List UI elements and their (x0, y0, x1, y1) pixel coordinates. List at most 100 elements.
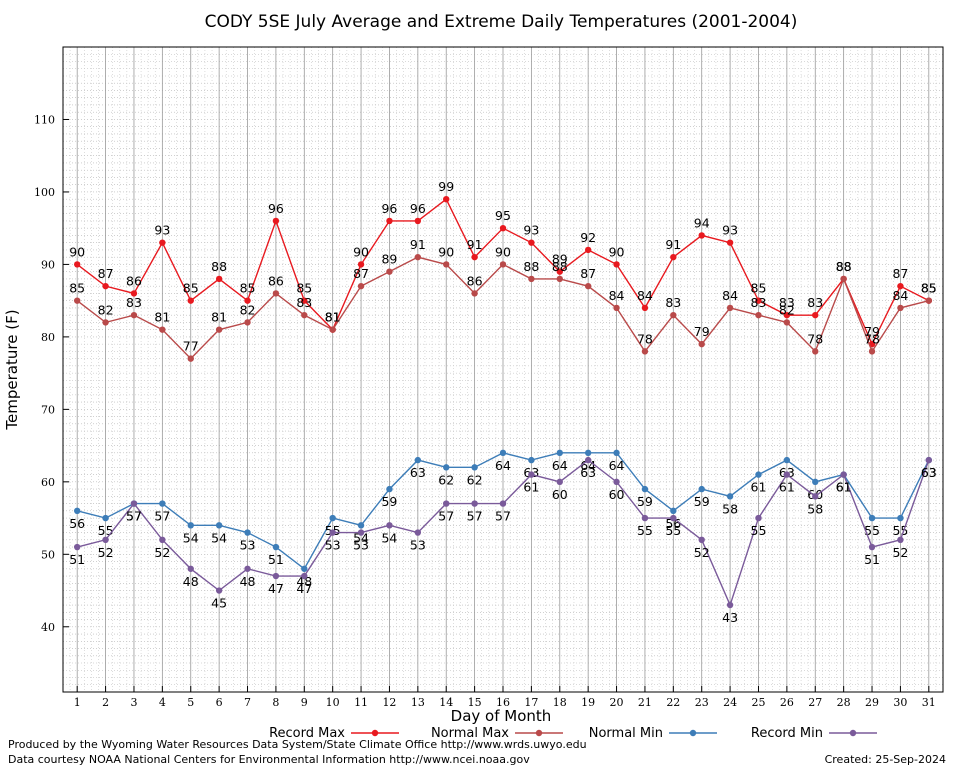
x-tick-label: 31 (922, 696, 936, 709)
data-point (244, 529, 251, 536)
data-point (187, 565, 194, 572)
data-label: 55 (637, 523, 653, 538)
x-tick-label: 4 (159, 696, 166, 709)
data-label: 61 (751, 480, 767, 495)
data-label: 57 (467, 509, 483, 524)
data-point (783, 311, 791, 319)
data-label: 55 (665, 523, 681, 538)
data-point (187, 355, 194, 362)
data-label: 61 (779, 480, 795, 495)
data-point (414, 217, 422, 225)
data-point (641, 514, 649, 522)
data-label: 81 (154, 310, 170, 325)
data-label: 90 (69, 244, 85, 259)
data-point (301, 297, 308, 304)
x-tick-label: 11 (354, 696, 368, 709)
data-label: 82 (240, 302, 256, 317)
series-record-max: 90 87 86 93 85 88 85 96 85 81 90 96 96 99 91 95 93 89 92 90… (69, 179, 937, 348)
data-point (357, 261, 365, 268)
data-label: 77 (183, 339, 199, 354)
data-point (698, 232, 705, 239)
data-label: 54 (211, 530, 227, 545)
data-point (840, 471, 847, 478)
data-point (613, 304, 620, 312)
data-point (414, 253, 422, 261)
data-label: 90 (609, 244, 625, 259)
data-point (584, 246, 592, 254)
data-point (812, 493, 819, 500)
y-tick-label: 100 (34, 186, 55, 199)
data-label: 51 (69, 552, 85, 567)
data-label: 55 (864, 523, 880, 538)
data-label: 88 (836, 259, 852, 274)
data-point (783, 319, 791, 326)
y-tick-label: 90 (41, 258, 55, 271)
data-point (386, 217, 393, 225)
x-tick-label: 22 (666, 696, 680, 709)
data-label: 63 (921, 465, 937, 480)
data-label: 55 (751, 523, 767, 538)
data-point (783, 471, 791, 478)
data-label: 61 (523, 480, 539, 495)
data-point (584, 282, 592, 290)
data-label: 53 (325, 538, 341, 553)
x-tick-label: 28 (837, 696, 851, 709)
data-point (641, 485, 649, 493)
legend-label: Record Min (751, 726, 823, 741)
data-label: 45 (211, 596, 227, 611)
credit-line-1: Produced by the Wyoming Water Resources … (8, 738, 587, 751)
data-label: 82 (98, 302, 114, 317)
x-tick-label: 26 (780, 696, 794, 709)
data-point (641, 348, 649, 355)
data-point (499, 224, 507, 232)
data-label: 63 (410, 465, 426, 480)
data-label: 54 (353, 530, 369, 545)
y-tick-label: 60 (41, 476, 55, 489)
data-point (868, 514, 876, 522)
x-tick-label: 30 (893, 696, 907, 709)
legend-marker (535, 729, 543, 737)
y-tick-label: 40 (41, 621, 55, 634)
data-point (130, 311, 138, 319)
data-label: 87 (98, 266, 114, 281)
created-date: Created: 25-Sep-2024 (824, 753, 946, 766)
data-point (528, 275, 535, 283)
x-tick-label: 17 (524, 696, 538, 709)
data-point (528, 239, 535, 246)
data-label: 81 (211, 310, 227, 325)
x-tick-label: 15 (468, 696, 482, 709)
data-label: 85 (751, 281, 767, 296)
data-label: 63 (580, 465, 596, 480)
x-tick-label: 20 (610, 696, 624, 709)
data-point (414, 456, 422, 464)
data-label: 64 (609, 458, 625, 473)
data-label: 54 (183, 530, 199, 545)
data-label: 78 (637, 331, 653, 346)
data-label: 86 (268, 273, 284, 288)
data-point (670, 311, 677, 319)
data-point (215, 587, 223, 594)
data-label: 53 (240, 538, 256, 553)
data-point (897, 536, 904, 544)
data-label: 84 (722, 288, 738, 303)
data-point (215, 275, 223, 283)
data-point (159, 239, 166, 246)
data-point (301, 565, 308, 572)
data-point (698, 536, 705, 544)
data-point (613, 261, 620, 268)
data-point (471, 290, 478, 297)
data-label: 92 (580, 230, 596, 245)
data-point (698, 485, 705, 493)
data-point (499, 500, 507, 507)
data-point (272, 572, 280, 580)
chart-title: CODY 5SE July Average and Extreme Daily … (205, 12, 798, 32)
data-point (812, 478, 819, 486)
data-label: 58 (807, 501, 823, 516)
x-axis-label: Day of Month (451, 707, 552, 725)
data-label: 85 (296, 281, 312, 296)
data-point (528, 471, 535, 478)
x-tick-label: 5 (187, 696, 194, 709)
